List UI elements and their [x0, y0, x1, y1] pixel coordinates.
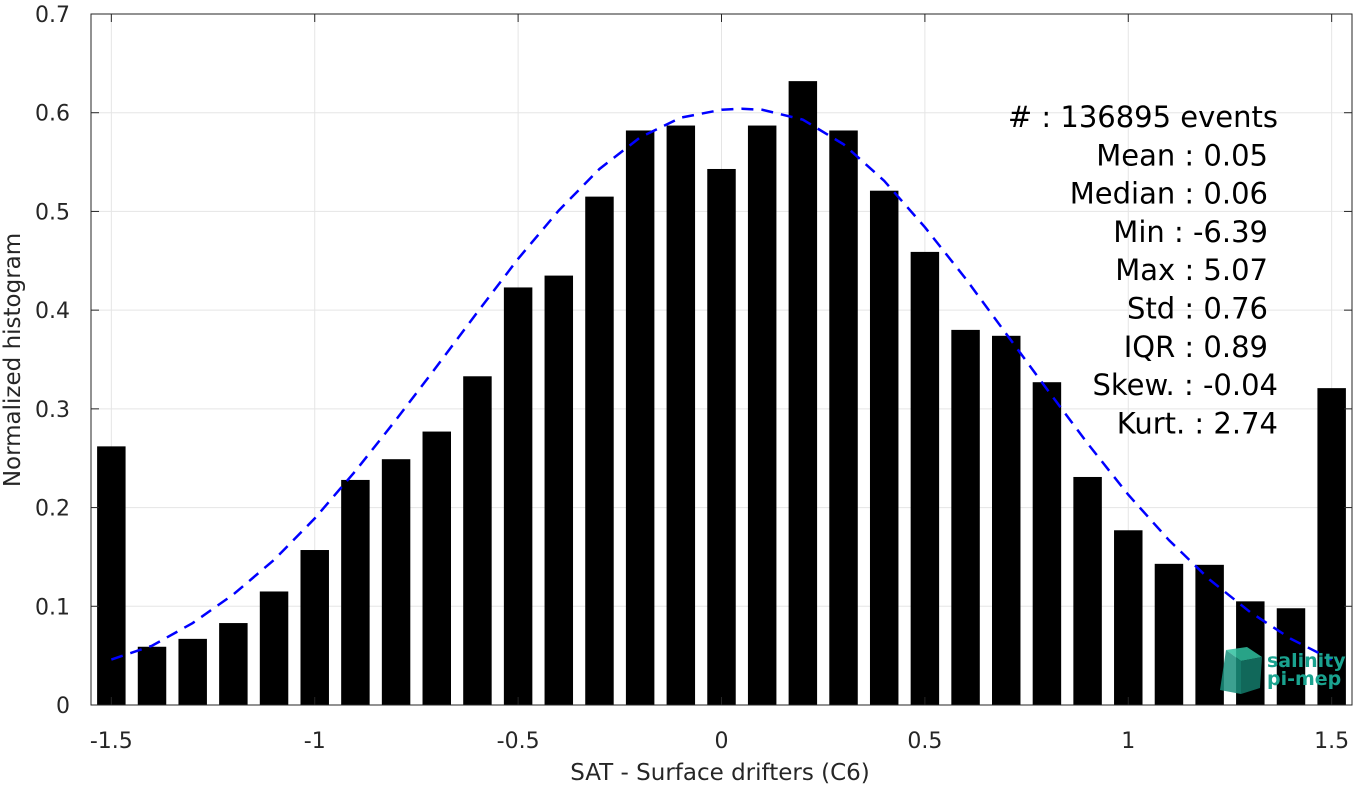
x-tick-label: 0	[715, 729, 729, 754]
y-tick-label: 0.1	[35, 595, 70, 620]
histogram-bar	[707, 168, 736, 705]
histogram-bar	[1276, 608, 1306, 705]
histogram-bar	[1195, 564, 1224, 705]
x-tick-label: 0.5	[907, 729, 942, 754]
salinity-pi-mep-logo: salinity pi-mep	[1220, 647, 1346, 694]
histogram-bar	[869, 190, 899, 705]
stats-line: IQR : 0.89	[1124, 330, 1268, 364]
stats-annotation: # : 136895 events Mean : 0.05 Median : 0.0…	[1008, 100, 1278, 440]
x-tick-label: -0.5	[497, 729, 540, 754]
y-axis-label: Normalized histogram	[0, 233, 26, 487]
logo-text-line1: salinity	[1267, 650, 1346, 672]
histogram-bar	[97, 446, 126, 705]
stats-line: Skew. : -0.04	[1092, 368, 1278, 402]
histogram-bar	[300, 550, 329, 705]
stats-line: Std : 0.76	[1127, 292, 1268, 326]
histogram-bar	[1154, 563, 1184, 705]
histogram-bar	[625, 130, 655, 706]
fit-curve	[110, 107, 1333, 661]
stats-line: Max : 5.07	[1115, 253, 1268, 287]
x-tick-label: 1.5	[1314, 729, 1349, 754]
y-tick-label: 0.6	[35, 102, 70, 127]
x-axis-label: SAT - Surface drifters (C6)	[570, 760, 870, 785]
logo-cube-icon	[1220, 647, 1262, 694]
histogram-bar	[503, 287, 533, 705]
histogram-bar	[788, 81, 818, 705]
stats-line: Min : -6.39	[1113, 215, 1268, 249]
histogram-bar	[137, 646, 167, 705]
histogram-bar	[992, 335, 1021, 705]
stats-line: Mean : 0.05	[1096, 138, 1268, 172]
y-tick-labels: 0 0.1 0.2 0.3 0.4 0.5 0.6 0.7	[35, 3, 70, 719]
histogram-bar	[585, 196, 614, 705]
stats-line: Kurt. : 2.74	[1117, 406, 1278, 440]
histogram-bar	[1032, 382, 1062, 705]
histogram-bar	[1317, 388, 1346, 705]
histogram-bar	[951, 329, 980, 705]
x-tick-label: -1.5	[90, 729, 133, 754]
stats-line: # : 136895 events	[1008, 100, 1278, 134]
histogram-bar	[1073, 476, 1102, 705]
histogram-bar	[381, 459, 411, 705]
histogram-bar	[829, 130, 858, 706]
histogram-bar	[259, 591, 289, 705]
gaussian-fit	[110, 107, 1333, 661]
histogram-bar	[1114, 530, 1143, 705]
histogram-bar	[910, 251, 940, 705]
y-tick-label: 0.4	[35, 299, 70, 324]
y-tick-label: 0	[56, 694, 70, 719]
y-tick-label: 0.3	[35, 398, 70, 423]
histogram-bars	[97, 81, 1346, 706]
x-tick-labels: -1.5 -1 -0.5 0 0.5 1 1.5	[90, 729, 1349, 754]
y-tick-label: 0.7	[35, 3, 70, 28]
histogram-bar	[544, 275, 574, 705]
x-tick-label: 1	[1121, 729, 1135, 754]
x-tick-label: -1	[304, 729, 326, 754]
histogram-bar	[666, 125, 696, 706]
histogram-bar	[219, 623, 248, 705]
y-tick-label: 0.2	[35, 497, 70, 522]
histogram-bar	[341, 479, 370, 705]
stats-line: Median : 0.06	[1070, 177, 1268, 211]
y-tick-label: 0.5	[35, 200, 70, 225]
histogram-bar	[463, 376, 492, 705]
histogram-bar	[422, 431, 451, 705]
histogram-bar	[178, 638, 207, 705]
histogram-bar	[747, 125, 777, 706]
logo-text-line2: pi-mep	[1267, 668, 1341, 690]
axes	[90, 13, 1353, 706]
